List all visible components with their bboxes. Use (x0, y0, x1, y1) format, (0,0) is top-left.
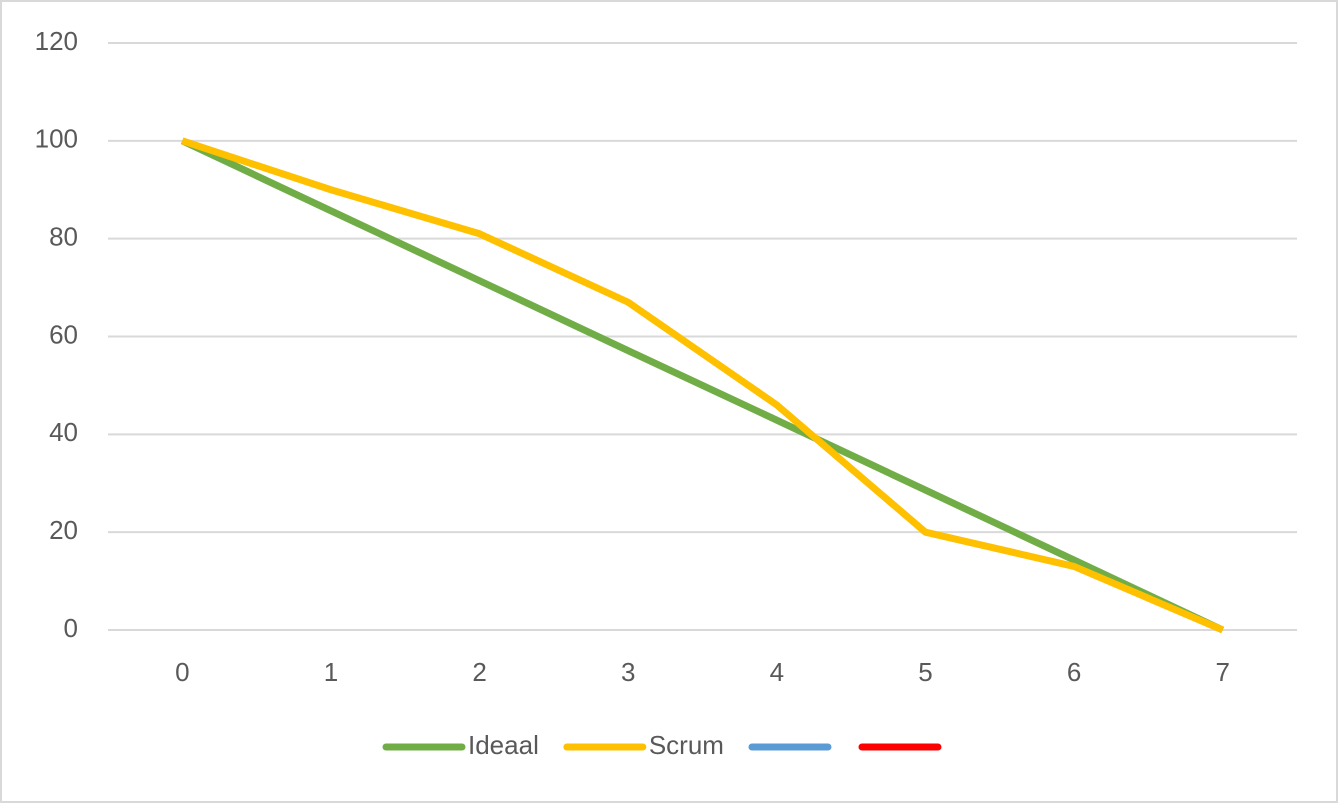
x-tick-label: 6 (1067, 657, 1081, 687)
y-tick-label: 0 (64, 613, 78, 643)
x-tick-label: 7 (1215, 657, 1229, 687)
series-line (180, 137, 1225, 634)
y-tick-label: 20 (49, 515, 78, 545)
y-tick-label: 40 (49, 417, 78, 447)
y-tick-label: 60 (49, 319, 78, 349)
legend-label: Scrum (649, 730, 724, 760)
y-tick-label: 80 (49, 222, 78, 252)
x-tick-label: 4 (770, 657, 784, 687)
x-tick-label: 0 (175, 657, 189, 687)
x-tick-label: 1 (324, 657, 338, 687)
series-line (181, 137, 1225, 634)
y-tick-label: 100 (35, 124, 78, 154)
x-tick-label: 5 (918, 657, 932, 687)
x-tick-label: 2 (472, 657, 486, 687)
y-tick-label: 120 (35, 26, 78, 56)
x-tick-label: 3 (621, 657, 635, 687)
legend-label: Ideaal (468, 730, 539, 760)
